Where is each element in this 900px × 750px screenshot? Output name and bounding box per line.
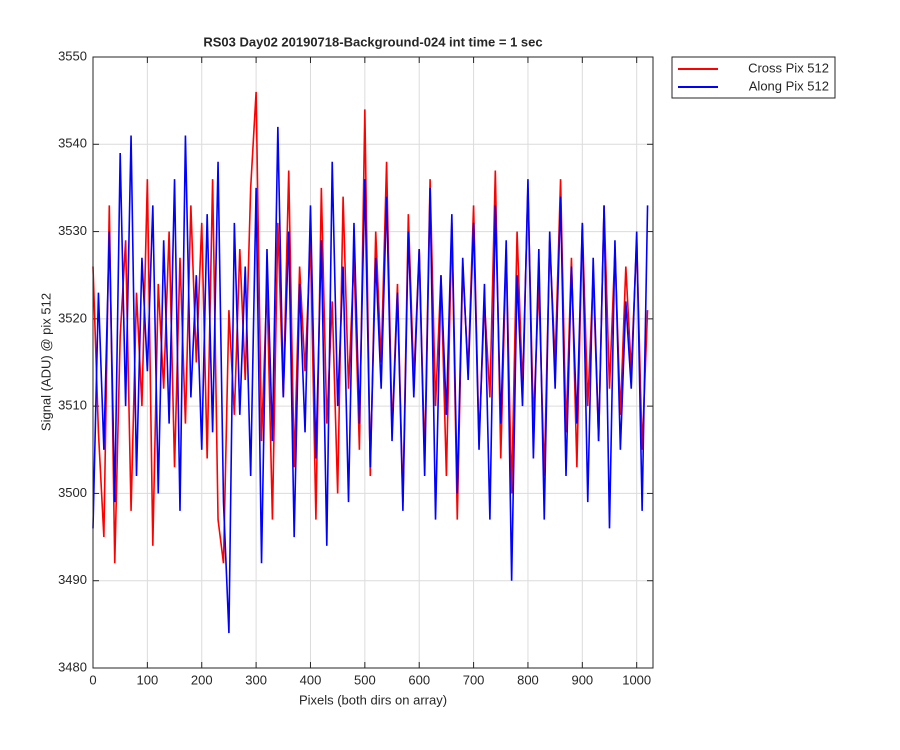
- legend-label: Cross Pix 512: [748, 60, 829, 75]
- legend-label: Along Pix 512: [749, 78, 829, 93]
- y-tick-label: 3550: [58, 48, 87, 63]
- x-tick-label: 0: [89, 672, 96, 687]
- legend-box: [671, 56, 836, 99]
- x-tick-label: 1000: [622, 672, 651, 687]
- x-axis-label: Pixels (both dirs on array): [299, 692, 447, 707]
- y-tick-label: 3530: [58, 223, 87, 238]
- x-tick-label: 100: [137, 672, 159, 687]
- y-tick-label: 3520: [58, 310, 87, 325]
- x-tick-label: 600: [408, 672, 430, 687]
- x-tick-label: 300: [245, 672, 267, 687]
- y-tick-label: 3500: [58, 485, 87, 500]
- series-line: [92, 126, 649, 634]
- x-tick-label: 900: [571, 672, 593, 687]
- y-tick-label: 3490: [58, 572, 87, 587]
- axes-box: [92, 56, 654, 669]
- y-tick-label: 3540: [58, 136, 87, 151]
- x-tick-label: 500: [354, 672, 376, 687]
- y-axis-label: Signal (ADU) @ pix 512: [38, 293, 53, 431]
- x-tick-label: 400: [300, 672, 322, 687]
- x-tick-label: 200: [191, 672, 213, 687]
- chart-title: RS03 Day02 20190718-Background-024 int t…: [203, 34, 542, 49]
- x-tick-label: 700: [463, 672, 485, 687]
- y-tick-label: 3510: [58, 398, 87, 413]
- x-tick-label: 800: [517, 672, 539, 687]
- y-tick-label: 3480: [58, 659, 87, 674]
